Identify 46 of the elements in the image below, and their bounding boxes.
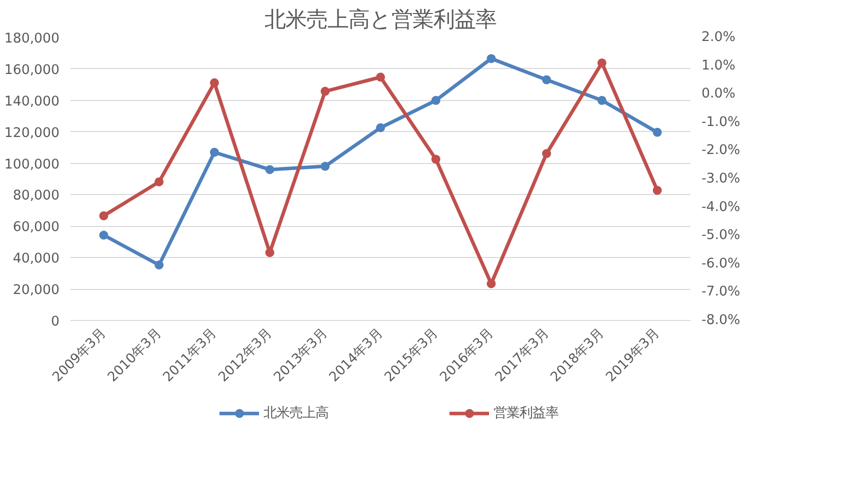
point (652, 128, 662, 137)
point (210, 148, 219, 157)
y-tick-label: 0 (51, 314, 60, 330)
point (376, 123, 385, 132)
point (154, 260, 164, 270)
point (320, 162, 330, 171)
y2-tick-label: 1.0% (702, 58, 736, 74)
point (265, 165, 274, 174)
y-tick-label: 180,000 (4, 32, 60, 46)
point (542, 75, 552, 84)
y-tick-label: 80,000 (12, 188, 60, 204)
point (542, 149, 552, 158)
y-tick-label: 100,000 (4, 157, 60, 172)
point (597, 96, 606, 105)
y2-tick-label: -4.0% (702, 200, 740, 215)
y-tick-label: 120,000 (4, 126, 60, 141)
y2-tick-label: 0.0% (702, 86, 736, 102)
y-tick-label: 20,000 (12, 283, 60, 298)
y2-tick-label: 2.0% (702, 30, 736, 45)
point (597, 58, 606, 68)
point (486, 279, 496, 288)
point (99, 211, 108, 220)
y2-tick-label: -3.0% (702, 172, 740, 186)
point (486, 54, 496, 64)
y-tick-label: 160,000 (4, 62, 60, 78)
point (154, 177, 164, 186)
y2-tick-label: -2.0% (702, 143, 740, 158)
y2-tick-label: -1.0% (702, 114, 740, 130)
legend-label: 北米売上高 (264, 404, 328, 422)
legend-label: 営業利益率 (494, 404, 558, 422)
point (99, 230, 108, 240)
y2-tick-label: -6.0% (702, 256, 740, 272)
point (320, 86, 330, 96)
y2-tick-label: -5.0% (702, 228, 740, 244)
y2-tick-label: -8.0% (702, 313, 740, 328)
point (210, 78, 219, 88)
chart-title: 北米売上高と営業利益率 (264, 8, 496, 32)
point (652, 186, 662, 195)
point (431, 96, 440, 105)
point (265, 248, 274, 258)
y-tick-label: 40,000 (12, 252, 60, 267)
y-tick-label: 140,000 (4, 94, 60, 110)
point (376, 72, 385, 82)
point (431, 154, 440, 164)
y-tick-label: 60,000 (12, 220, 60, 236)
y2-tick-label: -7.0% (702, 284, 740, 300)
